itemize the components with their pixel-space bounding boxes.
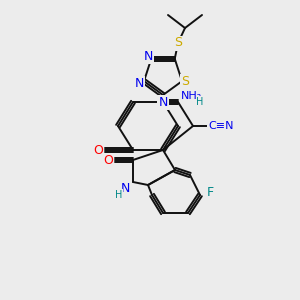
Text: NH₂: NH₂ [182, 91, 203, 101]
Text: H: H [196, 97, 204, 107]
Text: N: N [158, 95, 168, 109]
Text: N: N [134, 77, 144, 90]
Text: N: N [120, 182, 130, 194]
Text: O: O [103, 154, 113, 166]
Text: H: H [115, 190, 123, 200]
Text: O: O [93, 143, 103, 157]
Text: N: N [144, 50, 153, 63]
Text: C≡N: C≡N [208, 121, 234, 131]
Text: S: S [174, 37, 182, 50]
Text: S: S [181, 75, 189, 88]
Text: F: F [206, 185, 214, 199]
